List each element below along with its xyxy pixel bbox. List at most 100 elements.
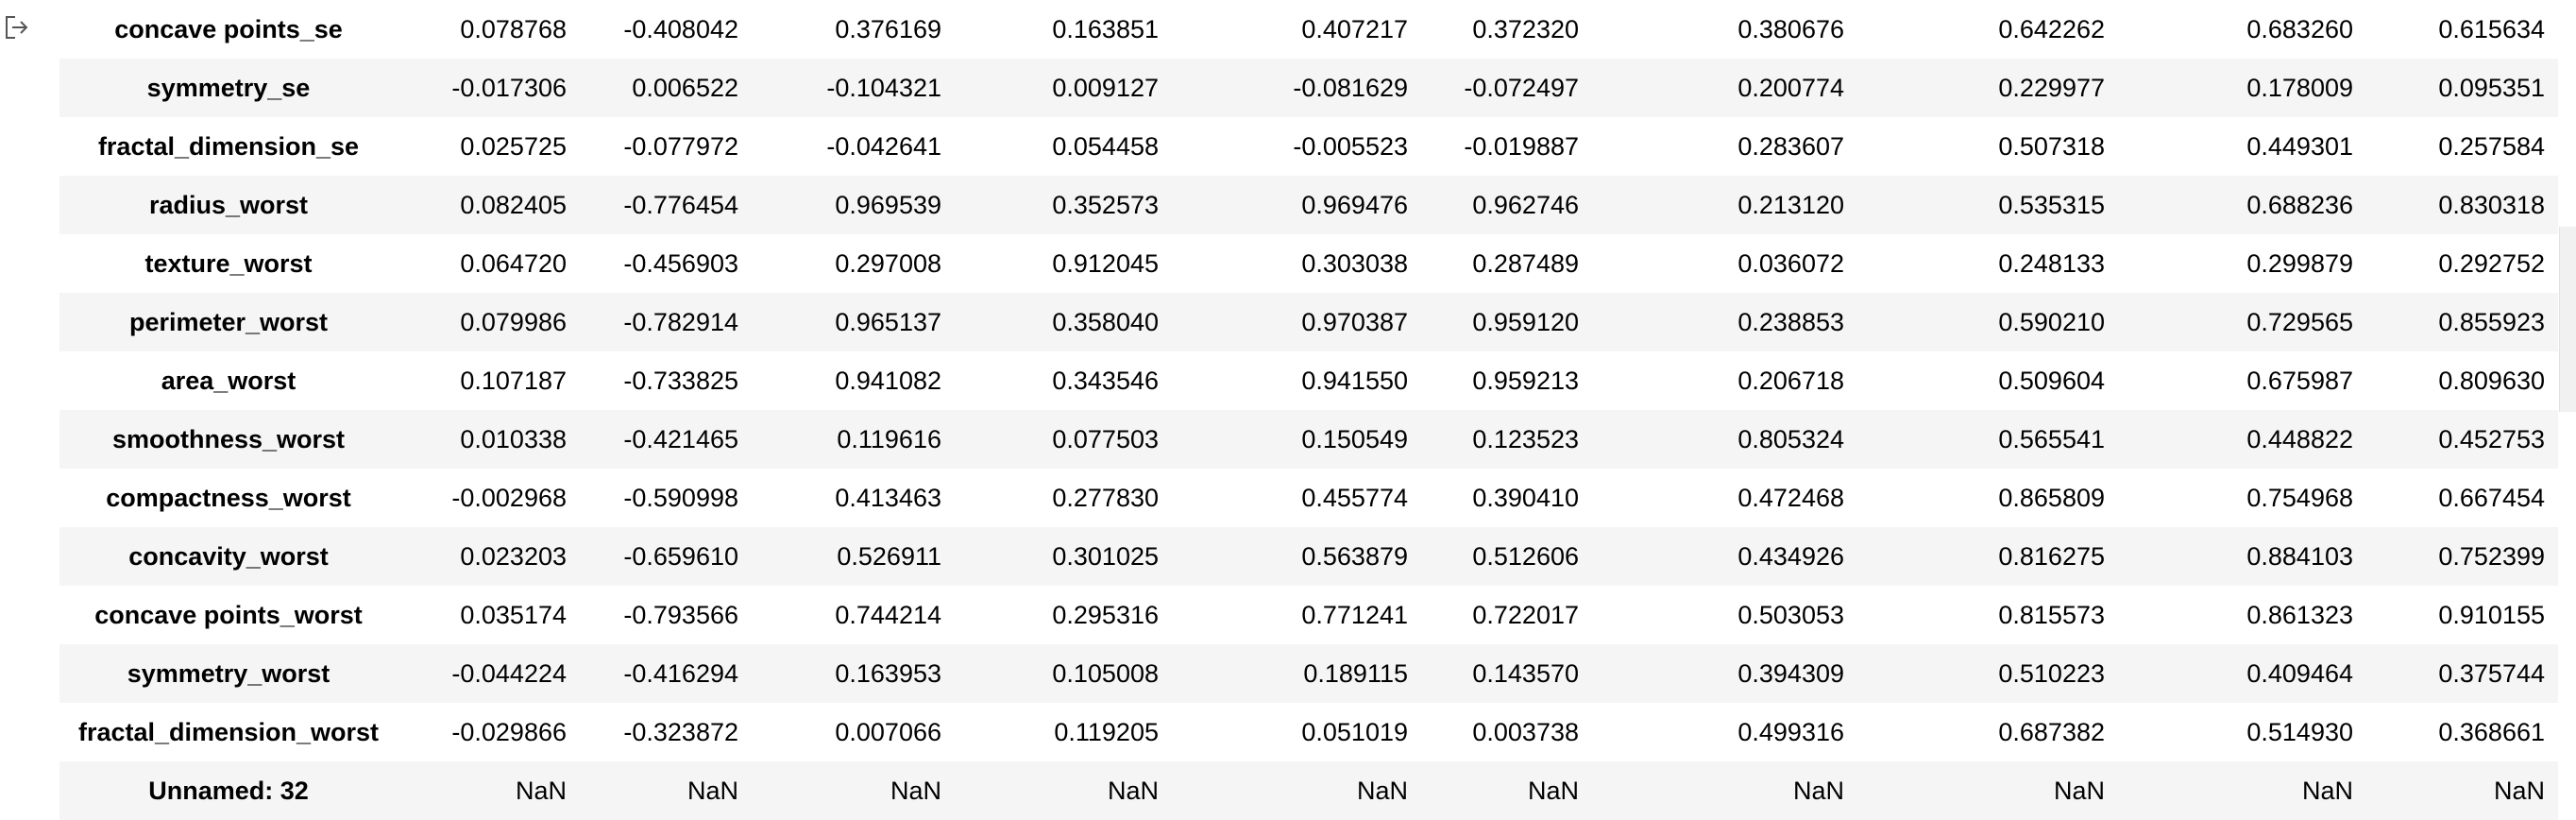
table-cell: -0.456903	[623, 248, 738, 278]
row-label: perimeter_worst	[128, 307, 329, 336]
table-row: symmetry_worst -0.044224 -0.416294 0.163953…	[59, 644, 2558, 703]
table-cell: 0.295316	[1052, 600, 1159, 629]
table-cell: 0.229977	[1998, 73, 2105, 102]
table-cell: 0.514930	[2246, 717, 2353, 746]
table-cell: -0.104321	[826, 73, 941, 102]
table-cell: 0.064720	[460, 248, 567, 278]
table-cell: 0.941550	[1301, 366, 1408, 395]
table-cell: 0.303038	[1301, 248, 1408, 278]
table-cell: NaN	[1792, 776, 1844, 805]
table-cell: NaN	[1107, 776, 1159, 805]
table-cell: NaN	[2301, 776, 2353, 805]
table-cell: 0.119205	[1054, 717, 1159, 746]
row-label: fractal_dimension_worst	[77, 717, 380, 746]
table-cell: -0.408042	[623, 14, 738, 43]
table-cell: 0.809630	[2438, 366, 2545, 395]
table-cell: -0.019887	[1464, 131, 1579, 161]
table-cell: 0.107187	[460, 366, 567, 395]
table-cell: 0.754968	[2246, 483, 2353, 512]
row-label: concave points_worst	[94, 600, 363, 629]
table-row: perimeter_worst 0.079986 -0.782914 0.965137…	[59, 293, 2558, 351]
table-cell: 0.675987	[2246, 366, 2353, 395]
table-cell: 0.248133	[1998, 248, 2105, 278]
table-row: texture_worst 0.064720 -0.456903 0.297008 0.…	[59, 234, 2558, 293]
table-cell: -0.416294	[623, 658, 738, 688]
table-cell: 0.257584	[2438, 131, 2545, 161]
table-cell: 0.962746	[1472, 190, 1579, 219]
table-cell: 0.036072	[1737, 248, 1844, 278]
table-cell: 0.299879	[2246, 248, 2353, 278]
table-cell: NaN	[2493, 776, 2545, 805]
table-row: concave points_worst 0.035174 -0.793566 0.7…	[59, 586, 2558, 644]
table-cell: 0.035174	[460, 600, 567, 629]
table-cell: 0.434926	[1737, 541, 1844, 571]
table-cell: 0.283607	[1737, 131, 1844, 161]
table-cell: 0.830318	[2438, 190, 2545, 219]
table-cell: 0.615634	[2438, 14, 2545, 43]
table-cell: 0.200774	[1737, 73, 1844, 102]
table-cell: -0.776454	[623, 190, 738, 219]
table-cell: 0.301025	[1052, 541, 1159, 571]
table-cell: 0.025725	[460, 131, 567, 161]
table-cell: -0.005523	[1293, 131, 1408, 161]
table-cell: 0.082405	[460, 190, 567, 219]
table-cell: 0.667454	[2438, 483, 2545, 512]
table-row: fractal_dimension_worst -0.029866 -0.32387…	[59, 703, 2558, 761]
table-cell: 0.448822	[2246, 424, 2353, 453]
table-cell: 0.119616	[837, 424, 941, 453]
table-cell: 0.006522	[632, 73, 738, 102]
table-cell: 0.178009	[2246, 73, 2353, 102]
table-cell: 0.969539	[835, 190, 941, 219]
table-cell: 0.163953	[835, 658, 941, 688]
table-cell: 0.023203	[460, 541, 567, 571]
table-cell: 0.510223	[1998, 658, 2105, 688]
table-cell: -0.072497	[1464, 73, 1579, 102]
table-cell: 0.642262	[1998, 14, 2105, 43]
table-cell: -0.002968	[451, 483, 567, 512]
table-cell: NaN	[2053, 776, 2105, 805]
table-cell: 0.292752	[2438, 248, 2545, 278]
row-label: symmetry_worst	[127, 658, 330, 688]
table-cell: 0.009127	[1052, 73, 1159, 102]
table-cell: 0.771241	[1301, 600, 1408, 629]
table-cell: -0.042641	[826, 131, 941, 161]
table-cell: 0.376169	[835, 14, 941, 43]
table-row: smoothness_worst 0.010338 -0.421465 0.11961…	[59, 410, 2558, 469]
table-cell: -0.029866	[451, 717, 567, 746]
table-cell: -0.323872	[623, 717, 738, 746]
table-cell: 0.744214	[835, 600, 941, 629]
table-row: radius_worst 0.082405 -0.776454 0.969539 0.3…	[59, 176, 2558, 234]
output-exit-icon[interactable]	[3, 13, 31, 42]
table-cell: 0.969476	[1301, 190, 1408, 219]
table-cell: 0.503053	[1737, 600, 1844, 629]
table-cell: 0.683260	[2246, 14, 2353, 43]
table-cell: 0.861323	[2246, 600, 2353, 629]
table-cell: 0.010338	[460, 424, 567, 453]
table-cell: 0.352573	[1052, 190, 1159, 219]
table-cell: 0.407217	[1301, 14, 1408, 43]
row-label: symmetry_se	[146, 73, 311, 102]
table-cell: 0.722017	[1472, 600, 1579, 629]
table-cell: NaN	[890, 776, 941, 805]
table-cell: 0.413463	[835, 483, 941, 512]
table-row: compactness_worst -0.002968 -0.590998 0.413…	[59, 469, 2558, 527]
table-cell: 0.816275	[1998, 541, 2105, 571]
table-cell: 0.238853	[1737, 307, 1844, 336]
table-cell: -0.793566	[623, 600, 738, 629]
table-cell: 0.287489	[1472, 248, 1579, 278]
table-cell: 0.095351	[2438, 73, 2545, 102]
table-cell: 0.054458	[1052, 131, 1159, 161]
vertical-scrollbar[interactable]	[2559, 227, 2576, 412]
table-cell: 0.959120	[1472, 307, 1579, 336]
table-cell: 0.910155	[2438, 600, 2545, 629]
table-cell: 0.163851	[1052, 14, 1159, 43]
row-label: Unnamed: 32	[148, 776, 309, 805]
table-cell: 0.965137	[835, 307, 941, 336]
table-cell: 0.077503	[1052, 424, 1159, 453]
table-cell: 0.815573	[1998, 600, 2105, 629]
table-cell: 0.143570	[1472, 658, 1579, 688]
table-cell: 0.189115	[1303, 658, 1408, 688]
table-cell: -0.782914	[623, 307, 738, 336]
table-cell: 0.970387	[1301, 307, 1408, 336]
table-cell: 0.884103	[2246, 541, 2353, 571]
